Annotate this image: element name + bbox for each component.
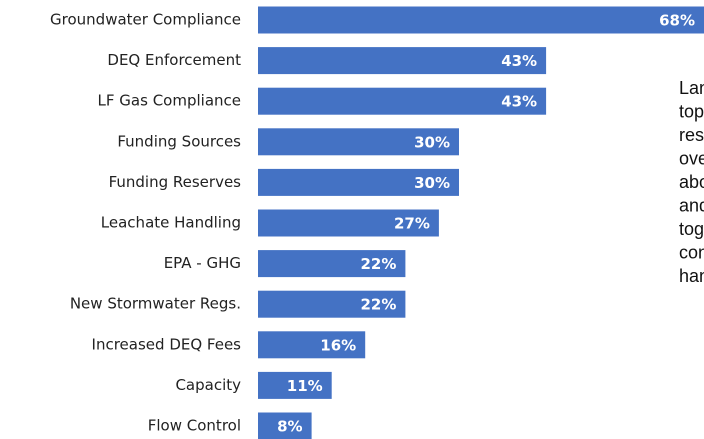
annotation-line: con — [679, 242, 704, 262]
value-label: 68% — [659, 12, 695, 30]
category-label: Funding Reserves — [109, 173, 242, 191]
annotation-line: top — [679, 101, 704, 121]
value-label: 8% — [277, 418, 302, 436]
category-label: LF Gas Compliance — [98, 92, 241, 110]
value-label: 27% — [394, 215, 430, 233]
category-label: Increased DEQ Fees — [92, 335, 242, 353]
category-label: Leachate Handling — [101, 214, 241, 232]
bar — [258, 128, 459, 156]
category-label: Capacity — [175, 376, 241, 394]
bar — [258, 412, 312, 439]
bar — [258, 250, 406, 278]
bar — [258, 209, 439, 237]
category-label: New Stormwater Regs. — [70, 295, 241, 313]
annotation-line: ove — [679, 148, 704, 168]
annotation-line: Lan — [679, 78, 704, 98]
bar — [258, 290, 406, 318]
value-label: 30% — [414, 133, 450, 151]
annotation-line: abo — [679, 172, 704, 192]
value-label: 22% — [360, 296, 396, 314]
bar — [258, 331, 366, 359]
annotation-line: and — [679, 195, 704, 215]
value-label: 43% — [501, 93, 537, 111]
value-label: 30% — [414, 174, 450, 192]
annotation-line: han — [679, 266, 704, 286]
category-label: Groundwater Compliance — [50, 11, 241, 29]
annotation-line: res — [679, 125, 704, 145]
value-label: 22% — [360, 255, 396, 273]
bar — [258, 371, 332, 399]
annotation-line: tog — [679, 219, 704, 239]
value-label: 43% — [501, 52, 537, 70]
category-label: EPA - GHG — [164, 254, 241, 272]
bar — [258, 168, 459, 196]
category-label: Flow Control — [148, 417, 241, 435]
category-label: DEQ Enforcement — [107, 51, 241, 69]
bar — [258, 6, 704, 34]
category-label: Funding Sources — [117, 132, 241, 150]
bar — [258, 87, 547, 115]
value-label: 11% — [287, 377, 323, 395]
bar — [258, 47, 547, 75]
value-label: 16% — [320, 336, 356, 354]
